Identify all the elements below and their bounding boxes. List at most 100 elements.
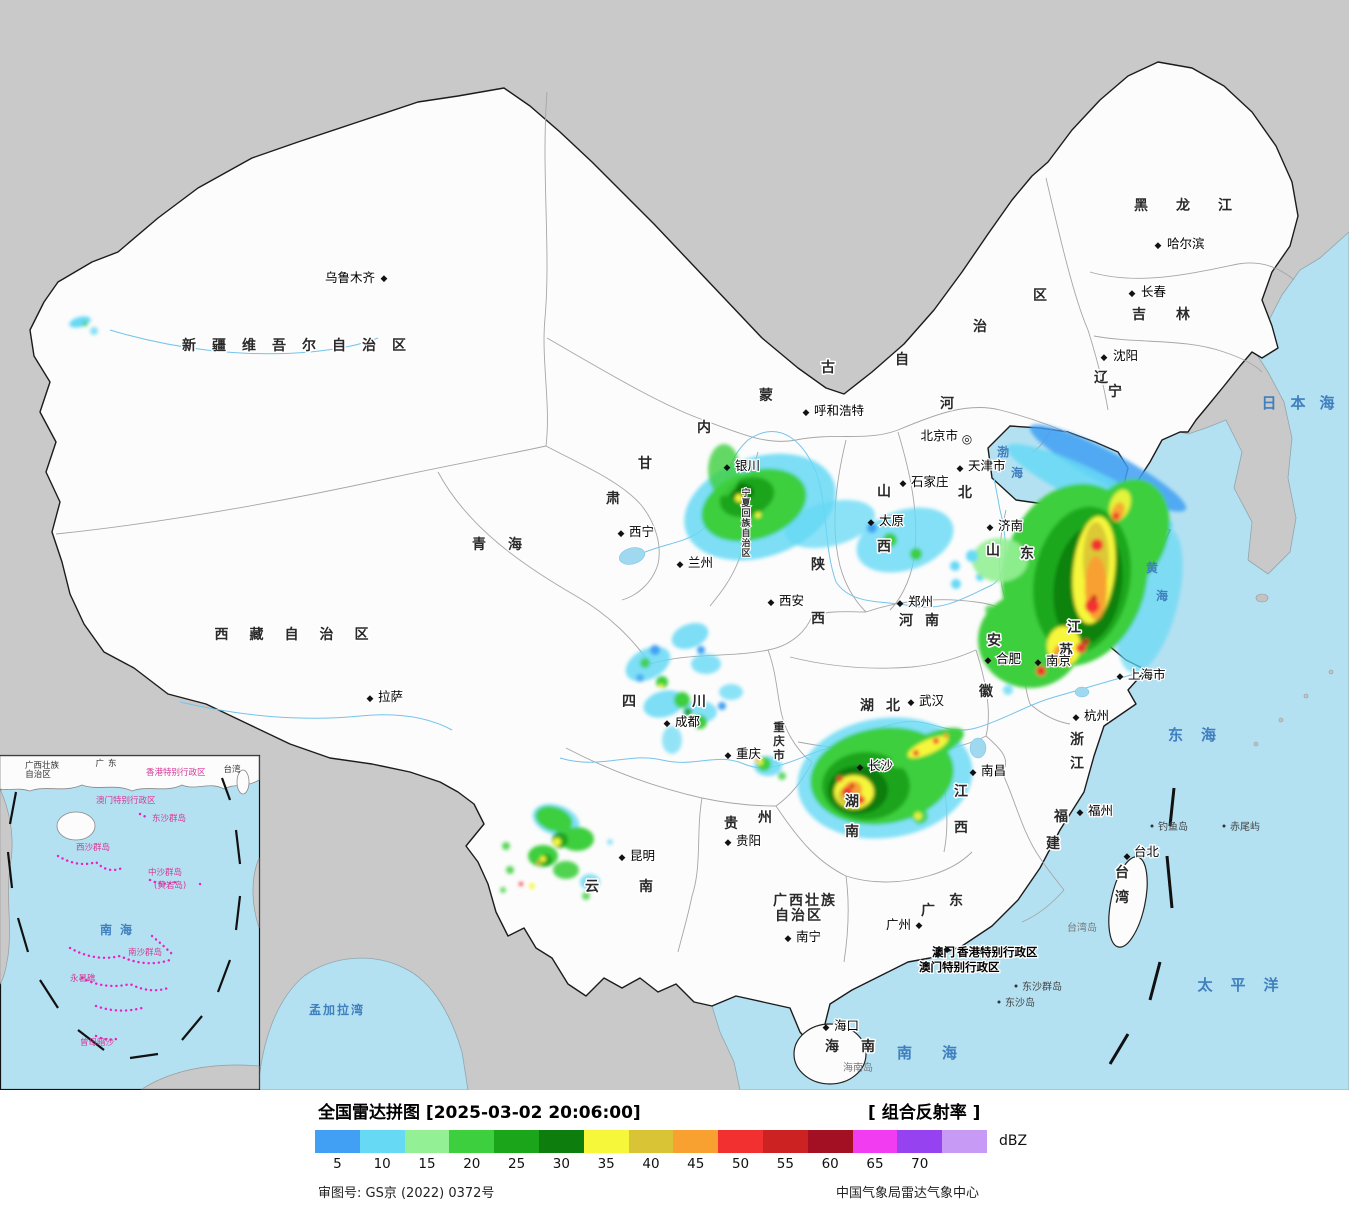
province-label-anhui: 徽 [978, 683, 994, 700]
province-label-ningxia: 自 [741, 527, 750, 539]
province-label-xinjiang: 新疆维吾尔自治区 [182, 337, 422, 354]
city-labels: 乌鲁木齐 ◆ ◆ 哈尔滨 ◆ 长春 ◆ 沈阳 北京市 ◎ ◆ 天津市 ◆ 石家庄… [324, 235, 1207, 1035]
province-label-zhejiang: 江 [1070, 755, 1084, 772]
island-label-diaoyudao: 钓鱼岛 [1158, 820, 1188, 833]
city-marker-xining: ◆ [618, 529, 625, 539]
legend-color-segment [897, 1130, 943, 1153]
city-marker-chengdu: ◆ [664, 719, 671, 729]
sea-labels: 渤 海 黄 海 东海 南海 日本海 太平洋 孟加拉湾 [309, 394, 1335, 1062]
city-label-guiyang: 贵阳 [736, 833, 761, 848]
inset-label-guangxi: 广西壮族 [25, 760, 60, 771]
legend-color-segment [404, 1130, 450, 1153]
city-marker-huhehaote: ◆ [803, 408, 810, 418]
inset-label-dongsha: 东沙群岛 [152, 813, 186, 824]
city-label-jinan: 济南 [998, 518, 1023, 533]
province-label-liaoning: 辽 [1094, 370, 1109, 386]
nine-dash-line [1108, 787, 1176, 1065]
radar-echo-cluster-northwest [684, 444, 984, 581]
city-marker-guiyang: ◆ [725, 838, 732, 848]
sea-label-huanghai: 海 [1156, 588, 1168, 603]
legend-unit: dBZ [999, 1133, 1028, 1149]
province-label-taiwan: 台 [1115, 864, 1129, 881]
inset-hainan-island [56, 811, 96, 841]
province-label-henan: 河南 [899, 612, 951, 629]
province-label-guizhou: 贵 [724, 815, 738, 832]
ocean-bengal-bay [257, 957, 469, 1090]
sea-label-taipingyang: 太平洋 [1197, 976, 1296, 994]
province-label-ningxia: 区 [741, 548, 750, 559]
city-label-kunming: 昆明 [630, 848, 655, 863]
inset-frame [0, 754, 261, 1090]
province-label-hubei: 湖北 [860, 698, 912, 714]
province-label-hebei: 河 [940, 395, 954, 412]
city-label-hefei: 合肥 [996, 651, 1022, 666]
city-label-chengdu: 成都 [675, 714, 701, 729]
city-marker-xian: ◆ [768, 598, 775, 608]
inset-label-zengmu: 曾母暗沙 [80, 1037, 115, 1048]
province-label-hongkong: 香港特别行政区 [956, 945, 1038, 959]
province-label-guangdong: 广 [921, 902, 935, 919]
chiweiyu-islet [1222, 824, 1226, 828]
province-label-ningxia: 夏 [740, 498, 751, 509]
city-marker-kunming: ◆ [619, 853, 626, 863]
sea-label-nanhai: 南海 [897, 1044, 987, 1062]
legend-color-segment [315, 1130, 360, 1153]
inset-label-hongkong: 香港特别行政区 [146, 767, 206, 778]
province-label-heilongjiang: 黑龙江 [1134, 197, 1260, 214]
inset-label-nanhai: 南海 [100, 922, 140, 937]
province-label-liaoning: 宁 [1108, 383, 1122, 400]
city-marker-zhengzhou: ◆ [897, 599, 904, 609]
island-label-chiweiyu: 赤尾屿 [1230, 821, 1260, 833]
legend-panel: 全国雷达拼图 [2025-03-02 20:06:00] [ 组合反射率 ] d… [0, 1090, 1349, 1208]
province-label-chongqing: 市 [773, 748, 785, 762]
city-marker-fuzhou: ◆ [1077, 808, 1084, 818]
legend-tick: 20 [463, 1156, 481, 1172]
province-label-gansu: 肃 [606, 490, 620, 507]
province-label-yunnan: 云 [585, 879, 599, 895]
province-label-jiangxi: 江 [954, 783, 968, 800]
legend-color-segment [673, 1130, 719, 1153]
city-label-haikou: 海口 [834, 1018, 859, 1033]
city-marker-shenyang: ◆ [1101, 353, 1108, 363]
province-label-chongqing: 重 [773, 720, 785, 734]
city-label-haerbin: 哈尔滨 [1167, 236, 1205, 251]
hainan-island [793, 1023, 867, 1085]
radar-echo-cluster-hunan [797, 717, 973, 839]
city-label-shenyang: 沈阳 [1113, 348, 1138, 363]
diaoyudao-islet [1150, 824, 1154, 828]
city-marker-macau: ◆ [935, 950, 942, 960]
city-marker-hangzhou: ◆ [1073, 713, 1080, 723]
inset-label-guangdong: 广东 [95, 758, 120, 769]
legend-color-segment [718, 1130, 763, 1153]
city-marker-yinchuan: ◆ [724, 463, 731, 473]
legend-tick: 30 [552, 1156, 570, 1172]
province-label-neimenggu: 自 [895, 351, 909, 368]
legend-title: 全国雷达拼图 [2025-03-02 20:06:00] [318, 1103, 641, 1123]
province-label-xizang: 西藏自治区 [215, 626, 390, 643]
city-label-shijiazhuang: 石家庄 [911, 474, 949, 489]
legend-tick: 15 [418, 1156, 436, 1172]
province-label-jiangxi: 西 [954, 820, 968, 836]
legend-color-segment [538, 1130, 584, 1153]
inset-label-guangxi: 自治区 [25, 769, 51, 780]
province-labels: 新疆维吾尔自治区 西藏自治区 青海 内 蒙 古 自 治 区 甘 肃 黑龙江 吉林… [181, 196, 1260, 1057]
legend-color-segment [807, 1130, 853, 1153]
province-label-neimenggu: 治 [973, 318, 987, 335]
radar-echo-cluster-yunnan [500, 803, 613, 900]
city-label-zhengzhou: 郑州 [908, 594, 933, 609]
legend-tick: 55 [776, 1156, 794, 1172]
city-marker-jinan: ◆ [987, 523, 994, 533]
legend-product-name: [ 组合反射率 ] [868, 1103, 981, 1123]
island-label-dongshaqundao: 东沙群岛 [1022, 980, 1062, 993]
province-label-yunnan: 南 [639, 878, 653, 895]
inset-label-zhongsha: 中沙群岛 [148, 867, 182, 878]
province-label-guangdong: 东 [949, 892, 963, 909]
province-label-fujian: 福 [1053, 808, 1068, 825]
city-label-xining: 西宁 [629, 524, 654, 539]
city-label-nanjing: 南京 [1046, 653, 1071, 668]
city-label-fuzhou: 福州 [1088, 803, 1113, 818]
legend-tick: 40 [642, 1156, 660, 1172]
province-label-anhui: 安 [987, 632, 1001, 649]
province-label-ningxia: 族 [741, 517, 751, 529]
